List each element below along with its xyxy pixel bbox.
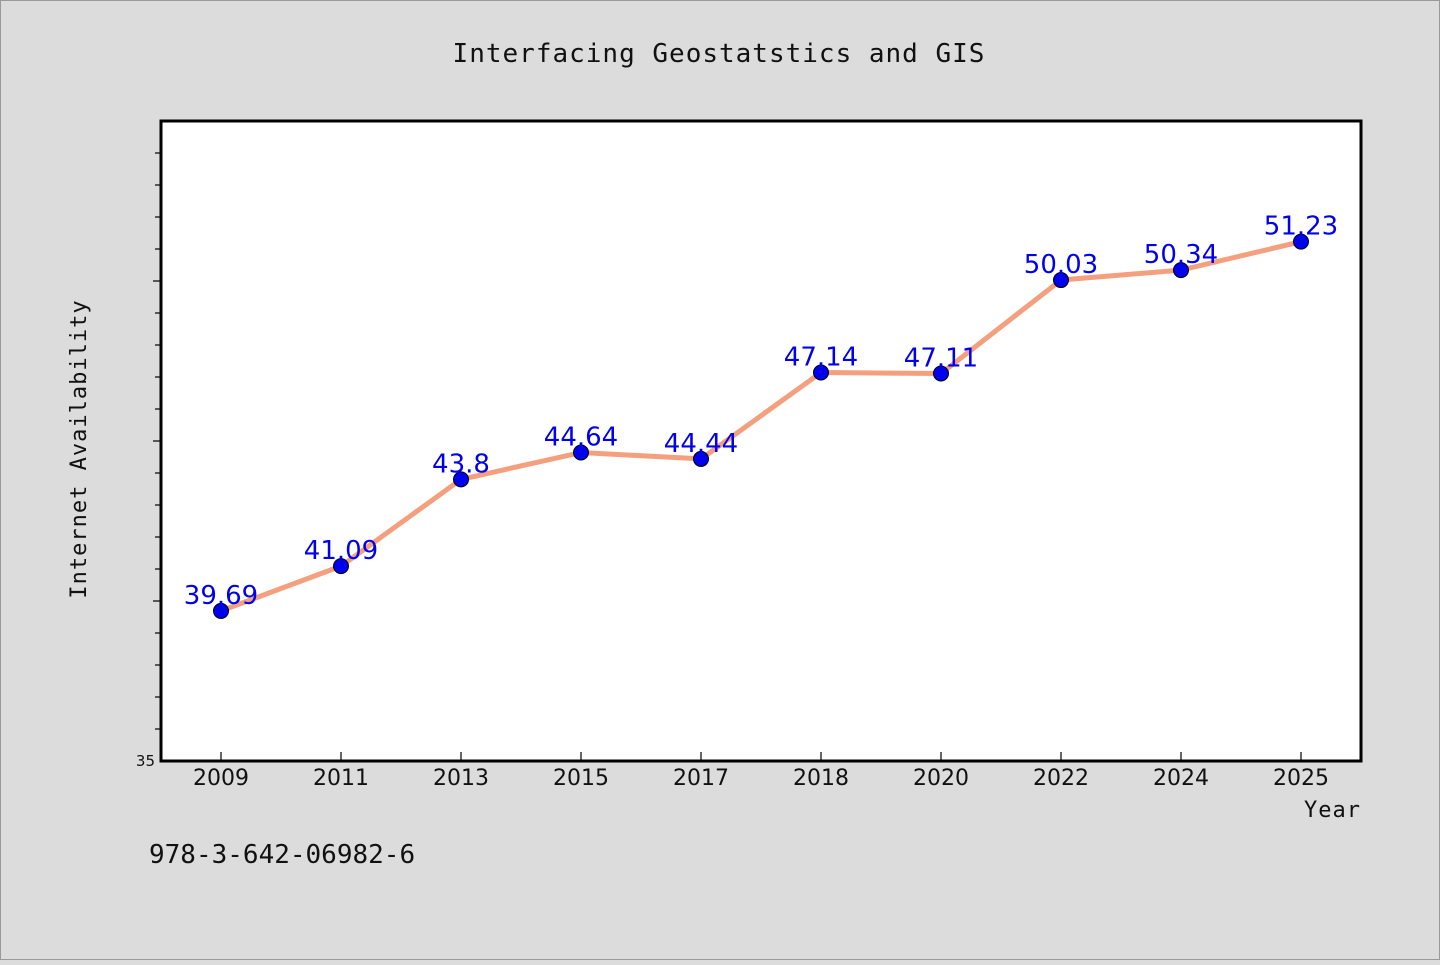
- x-axis-ticks: 2009 2011 2013 2015 2017 2018 2020 2022 2024 2025: [193, 752, 1329, 791]
- data-point: [333, 558, 349, 575]
- plot-area: [159, 119, 1363, 763]
- series-layer: 39.69 41.09 43.8 44.64 44.44 47.14 47.11 50.03 5…: [184, 212, 1338, 619]
- data-point: [453, 471, 469, 488]
- x-tick-label: 2009: [193, 766, 249, 791]
- chart-title: Interfacing Geostatstics and GIS: [453, 39, 986, 69]
- isbn-footer: 978-3-642-06982-6: [149, 840, 415, 870]
- x-tick-label: 2013: [433, 766, 489, 791]
- data-point: [573, 444, 589, 461]
- y-tick-label: 35: [136, 752, 155, 770]
- data-label: 51.23: [1264, 212, 1338, 242]
- y-axis-ticks: 35: [136, 152, 161, 770]
- data-label: 41.09: [304, 536, 378, 566]
- x-tick-label: 2015: [553, 766, 609, 791]
- data-point: [213, 602, 229, 619]
- data-label: 39.69: [184, 581, 258, 611]
- x-tick-label: 2022: [1033, 766, 1089, 791]
- data-label: 50.03: [1024, 250, 1098, 280]
- data-point: [1053, 272, 1069, 289]
- series-line: [218, 239, 1304, 614]
- data-label: 47.14: [784, 343, 858, 373]
- data-point: [813, 364, 829, 381]
- x-axis-label: Year: [1304, 798, 1361, 823]
- x-tick-label: 2017: [673, 766, 729, 791]
- data-label: 43.8: [432, 449, 490, 479]
- y-axis-label: Internet Availability: [67, 299, 92, 598]
- data-point: [693, 450, 709, 467]
- data-point: [1293, 233, 1309, 250]
- x-tick-label: 2020: [913, 766, 969, 791]
- data-label: 44.64: [544, 423, 618, 453]
- x-tick-label: 2024: [1153, 766, 1209, 791]
- x-tick-label: 2018: [793, 766, 849, 791]
- data-point: [933, 365, 949, 382]
- data-point: [1173, 262, 1189, 279]
- data-label: 50.34: [1144, 240, 1218, 270]
- data-label: 44.44: [664, 429, 738, 459]
- x-tick-label: 2011: [313, 766, 369, 791]
- data-label: 47.11: [904, 343, 978, 373]
- x-tick-label: 2025: [1273, 766, 1329, 791]
